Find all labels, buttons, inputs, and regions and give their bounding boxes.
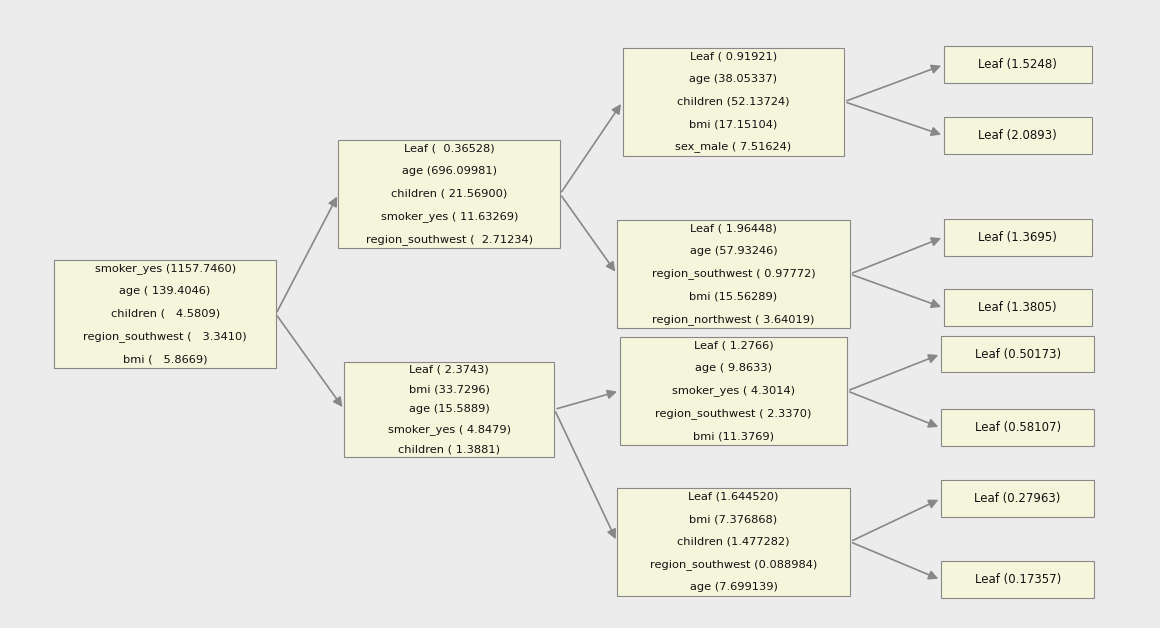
FancyBboxPatch shape <box>944 219 1092 256</box>
Text: children (52.13724): children (52.13724) <box>677 97 790 107</box>
Text: smoker_yes ( 4.8479): smoker_yes ( 4.8479) <box>387 424 510 435</box>
Text: age (38.05337): age (38.05337) <box>689 74 777 84</box>
Text: Leaf (0.58107): Leaf (0.58107) <box>974 421 1060 435</box>
FancyBboxPatch shape <box>55 260 276 368</box>
FancyBboxPatch shape <box>623 48 844 156</box>
Text: smoker_yes ( 11.63269): smoker_yes ( 11.63269) <box>380 211 519 222</box>
Text: bmi (7.376868): bmi (7.376868) <box>689 514 777 524</box>
Text: region_southwest (0.088984): region_southwest (0.088984) <box>650 559 817 570</box>
FancyBboxPatch shape <box>617 220 850 328</box>
Text: Leaf (2.0893): Leaf (2.0893) <box>978 129 1057 142</box>
Text: children (   4.5809): children ( 4.5809) <box>110 309 219 319</box>
Text: children ( 1.3881): children ( 1.3881) <box>398 445 500 455</box>
FancyBboxPatch shape <box>941 335 1094 372</box>
Text: children ( 21.56900): children ( 21.56900) <box>391 189 507 199</box>
Text: Leaf (0.17357): Leaf (0.17357) <box>974 573 1060 587</box>
Text: Leaf (1.644520): Leaf (1.644520) <box>688 492 778 502</box>
Text: age (15.5889): age (15.5889) <box>408 404 490 414</box>
Text: bmi (17.15104): bmi (17.15104) <box>689 119 777 129</box>
FancyBboxPatch shape <box>345 362 554 457</box>
FancyBboxPatch shape <box>944 117 1092 154</box>
Text: smoker_yes ( 4.3014): smoker_yes ( 4.3014) <box>672 386 795 396</box>
Text: age (57.93246): age (57.93246) <box>690 246 777 256</box>
Text: age (696.09981): age (696.09981) <box>401 166 496 176</box>
FancyBboxPatch shape <box>941 409 1094 447</box>
Text: bmi (   5.8669): bmi ( 5.8669) <box>123 354 208 364</box>
Text: region_southwest (   3.3410): region_southwest ( 3.3410) <box>84 331 247 342</box>
Text: Leaf ( 0.91921): Leaf ( 0.91921) <box>690 51 777 62</box>
Text: region_southwest (  2.71234): region_southwest ( 2.71234) <box>365 234 532 245</box>
Text: bmi (15.56289): bmi (15.56289) <box>689 291 777 301</box>
Text: age ( 139.4046): age ( 139.4046) <box>119 286 211 296</box>
Text: Leaf (1.5248): Leaf (1.5248) <box>978 58 1057 71</box>
Text: sex_male ( 7.51624): sex_male ( 7.51624) <box>675 141 791 153</box>
Text: Leaf ( 1.96448): Leaf ( 1.96448) <box>690 224 777 234</box>
FancyBboxPatch shape <box>941 480 1094 517</box>
Text: Leaf (0.27963): Leaf (0.27963) <box>974 492 1061 505</box>
Text: bmi (11.3769): bmi (11.3769) <box>693 431 774 441</box>
Text: smoker_yes (1157.7460): smoker_yes (1157.7460) <box>94 263 235 274</box>
Text: Leaf (  0.36528): Leaf ( 0.36528) <box>404 144 494 154</box>
FancyBboxPatch shape <box>944 46 1092 84</box>
Text: Leaf ( 2.3743): Leaf ( 2.3743) <box>409 364 490 374</box>
FancyBboxPatch shape <box>944 290 1092 327</box>
FancyBboxPatch shape <box>619 337 847 445</box>
Text: bmi (33.7296): bmi (33.7296) <box>408 384 490 394</box>
Text: children (1.477282): children (1.477282) <box>677 537 790 547</box>
FancyBboxPatch shape <box>339 140 560 248</box>
Text: region_southwest ( 2.3370): region_southwest ( 2.3370) <box>655 408 812 419</box>
Text: region_northwest ( 3.64019): region_northwest ( 3.64019) <box>652 314 814 325</box>
FancyBboxPatch shape <box>617 488 850 595</box>
Text: Leaf (1.3805): Leaf (1.3805) <box>978 301 1057 315</box>
Text: region_southwest ( 0.97772): region_southwest ( 0.97772) <box>652 269 815 279</box>
Text: Leaf ( 1.2766): Leaf ( 1.2766) <box>694 341 774 350</box>
Text: age (7.699139): age (7.699139) <box>689 582 777 592</box>
Text: Leaf (1.3695): Leaf (1.3695) <box>978 230 1057 244</box>
FancyBboxPatch shape <box>941 561 1094 598</box>
Text: age ( 9.8633): age ( 9.8633) <box>695 364 771 373</box>
Text: Leaf (0.50173): Leaf (0.50173) <box>974 347 1060 360</box>
